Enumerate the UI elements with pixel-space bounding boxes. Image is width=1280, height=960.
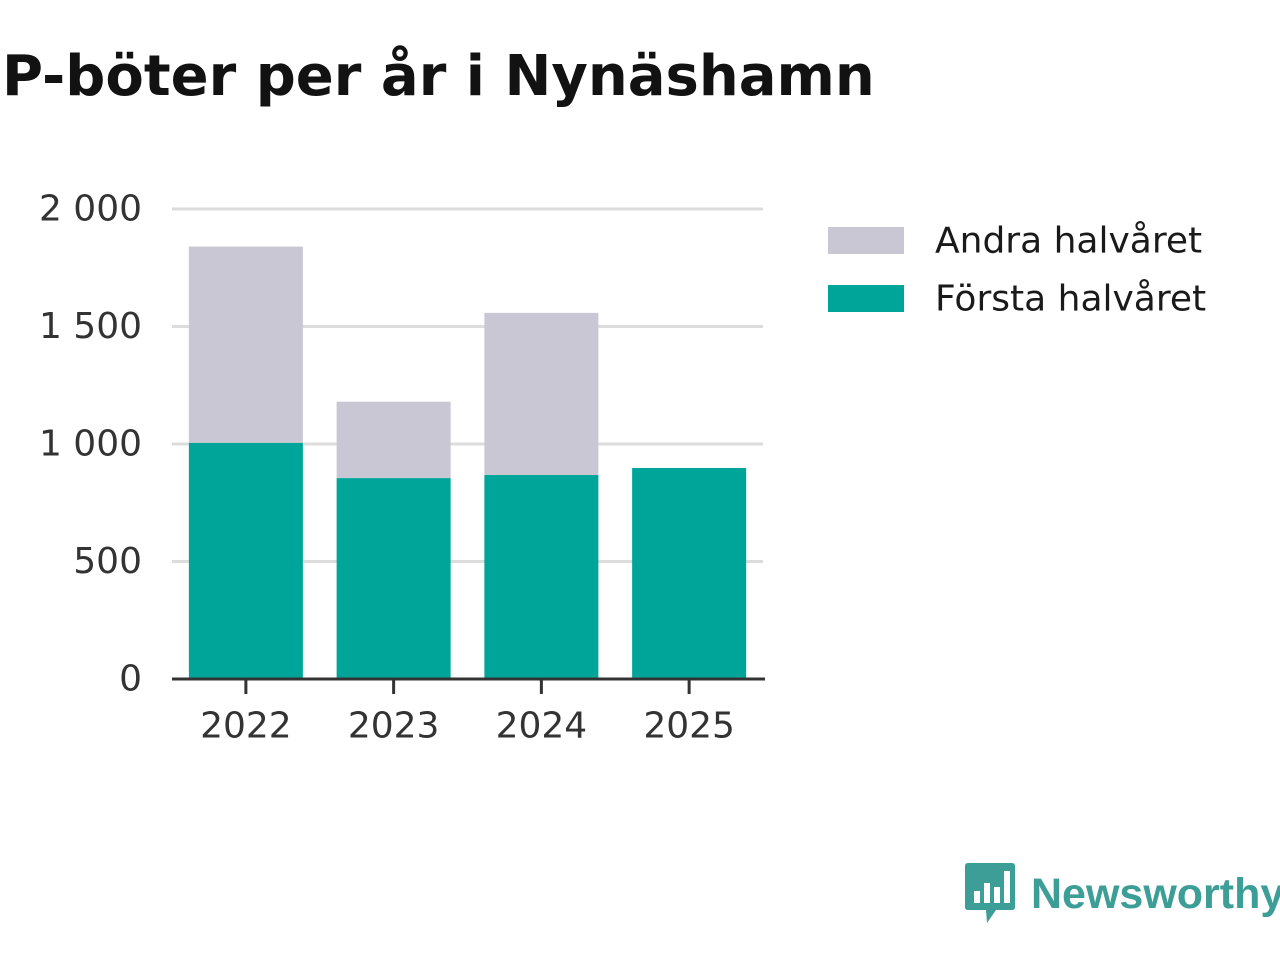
y-tick-label: 1 000	[39, 424, 142, 465]
y-tick-label: 0	[119, 659, 142, 700]
y-axis-tick-labels: 0 500 1 000 1 500 2 000	[39, 189, 142, 700]
y-tick-label: 500	[73, 541, 142, 582]
x-tick-label: 2024	[496, 706, 588, 747]
bar-segment	[336, 401, 451, 479]
legend-swatch	[828, 285, 904, 312]
x-tick-label: 2023	[348, 706, 440, 747]
bar-segment	[188, 442, 303, 679]
bar-segment	[632, 467, 747, 679]
bars	[188, 246, 747, 679]
x-axis: 2022 2023 2024 2025	[172, 677, 765, 747]
y-tick-label: 2 000	[39, 189, 142, 230]
bar-segment	[484, 312, 599, 476]
brand-logo: Newsworthy	[965, 862, 1280, 926]
legend-swatch	[828, 227, 904, 254]
x-tick-label: 2025	[643, 706, 735, 747]
y-tick-label: 1 500	[39, 306, 142, 347]
newsworthy-logo-icon	[965, 863, 1015, 923]
legend-label: Första halvåret	[935, 279, 1206, 320]
chart-title: P-böter per år i Nynäshamn	[2, 44, 875, 109]
legend: Andra halvåret Första halvåret	[828, 221, 1206, 320]
bar-segment	[336, 478, 451, 679]
x-tick-label: 2022	[200, 706, 292, 747]
brand-name: Newsworthy	[1031, 869, 1280, 918]
legend-label: Andra halvåret	[935, 221, 1202, 262]
bar-segment	[188, 246, 303, 443]
bar-segment	[484, 475, 599, 679]
